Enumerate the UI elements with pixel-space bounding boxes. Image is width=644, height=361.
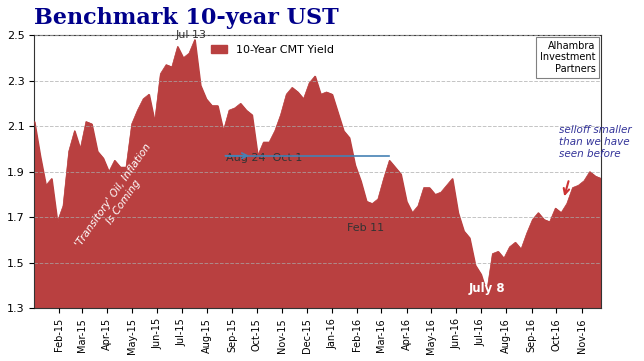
Text: July 8: July 8 — [468, 282, 505, 295]
Text: Jul 13: Jul 13 — [176, 30, 207, 40]
Legend: 10-Year CMT Yield: 10-Year CMT Yield — [206, 40, 339, 60]
Text: 'Transitory' Oil, Inflation
Is Coming: 'Transitory' Oil, Inflation Is Coming — [74, 142, 163, 256]
Text: Alhambra
Investment
Partners: Alhambra Investment Partners — [540, 40, 596, 74]
Text: Benchmark 10-year UST: Benchmark 10-year UST — [34, 7, 339, 29]
Text: Aug 24  Oct 1: Aug 24 Oct 1 — [226, 153, 302, 163]
Text: selloff smaller
than we have
seen before: selloff smaller than we have seen before — [560, 126, 632, 159]
Text: Feb 11: Feb 11 — [347, 223, 384, 233]
